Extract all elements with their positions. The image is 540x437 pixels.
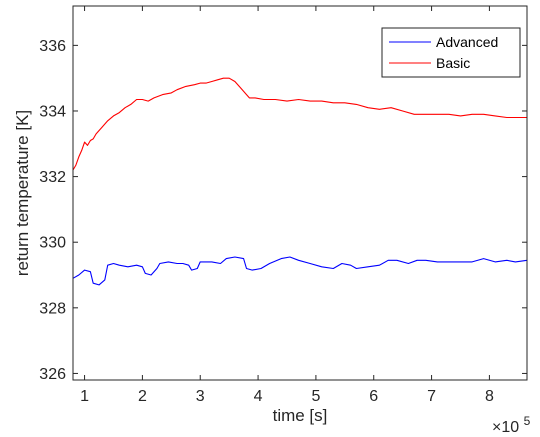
x-axis-exponent-power: 5 bbox=[524, 414, 531, 428]
x-axis-exponent-base: ×10 bbox=[492, 419, 519, 436]
legend-label-advanced: Advanced bbox=[436, 34, 498, 50]
x-axis-exponent: ×10 5 bbox=[492, 414, 531, 436]
legend-box bbox=[381, 27, 521, 78]
y-tick-label: 328 bbox=[39, 300, 66, 317]
x-tick-label: 1 bbox=[80, 388, 89, 405]
x-tick-label: 2 bbox=[138, 388, 147, 405]
x-tick-label: 3 bbox=[196, 388, 205, 405]
y-tick-label: 332 bbox=[39, 169, 66, 186]
x-tick-label: 5 bbox=[311, 388, 320, 405]
series-line-advanced bbox=[72, 256, 528, 286]
x-tick-label: 4 bbox=[254, 388, 263, 405]
y-axis-label: return temperature [K] bbox=[13, 110, 32, 276]
y-tick-label: 334 bbox=[39, 103, 66, 120]
x-axis-label: time [s] bbox=[273, 406, 328, 425]
axes-box bbox=[72, 5, 528, 381]
y-tick-label: 326 bbox=[39, 366, 66, 383]
legend: Advanced Basic bbox=[381, 27, 521, 78]
y-tick-label: 330 bbox=[39, 235, 66, 252]
x-tick-label: 6 bbox=[369, 388, 378, 405]
x-tick-label: 7 bbox=[427, 388, 436, 405]
axes-layer bbox=[72, 5, 528, 381]
x-tick-label: 8 bbox=[485, 388, 494, 405]
series-layer bbox=[72, 77, 528, 286]
series-line-basic bbox=[72, 77, 527, 171]
ticks-layer: 1 2 3 4 5 6 7 8 326 328 330 332 334 336 bbox=[39, 6, 527, 405]
legend-label-basic: Basic bbox=[436, 55, 470, 71]
y-tick-label: 336 bbox=[39, 38, 66, 55]
